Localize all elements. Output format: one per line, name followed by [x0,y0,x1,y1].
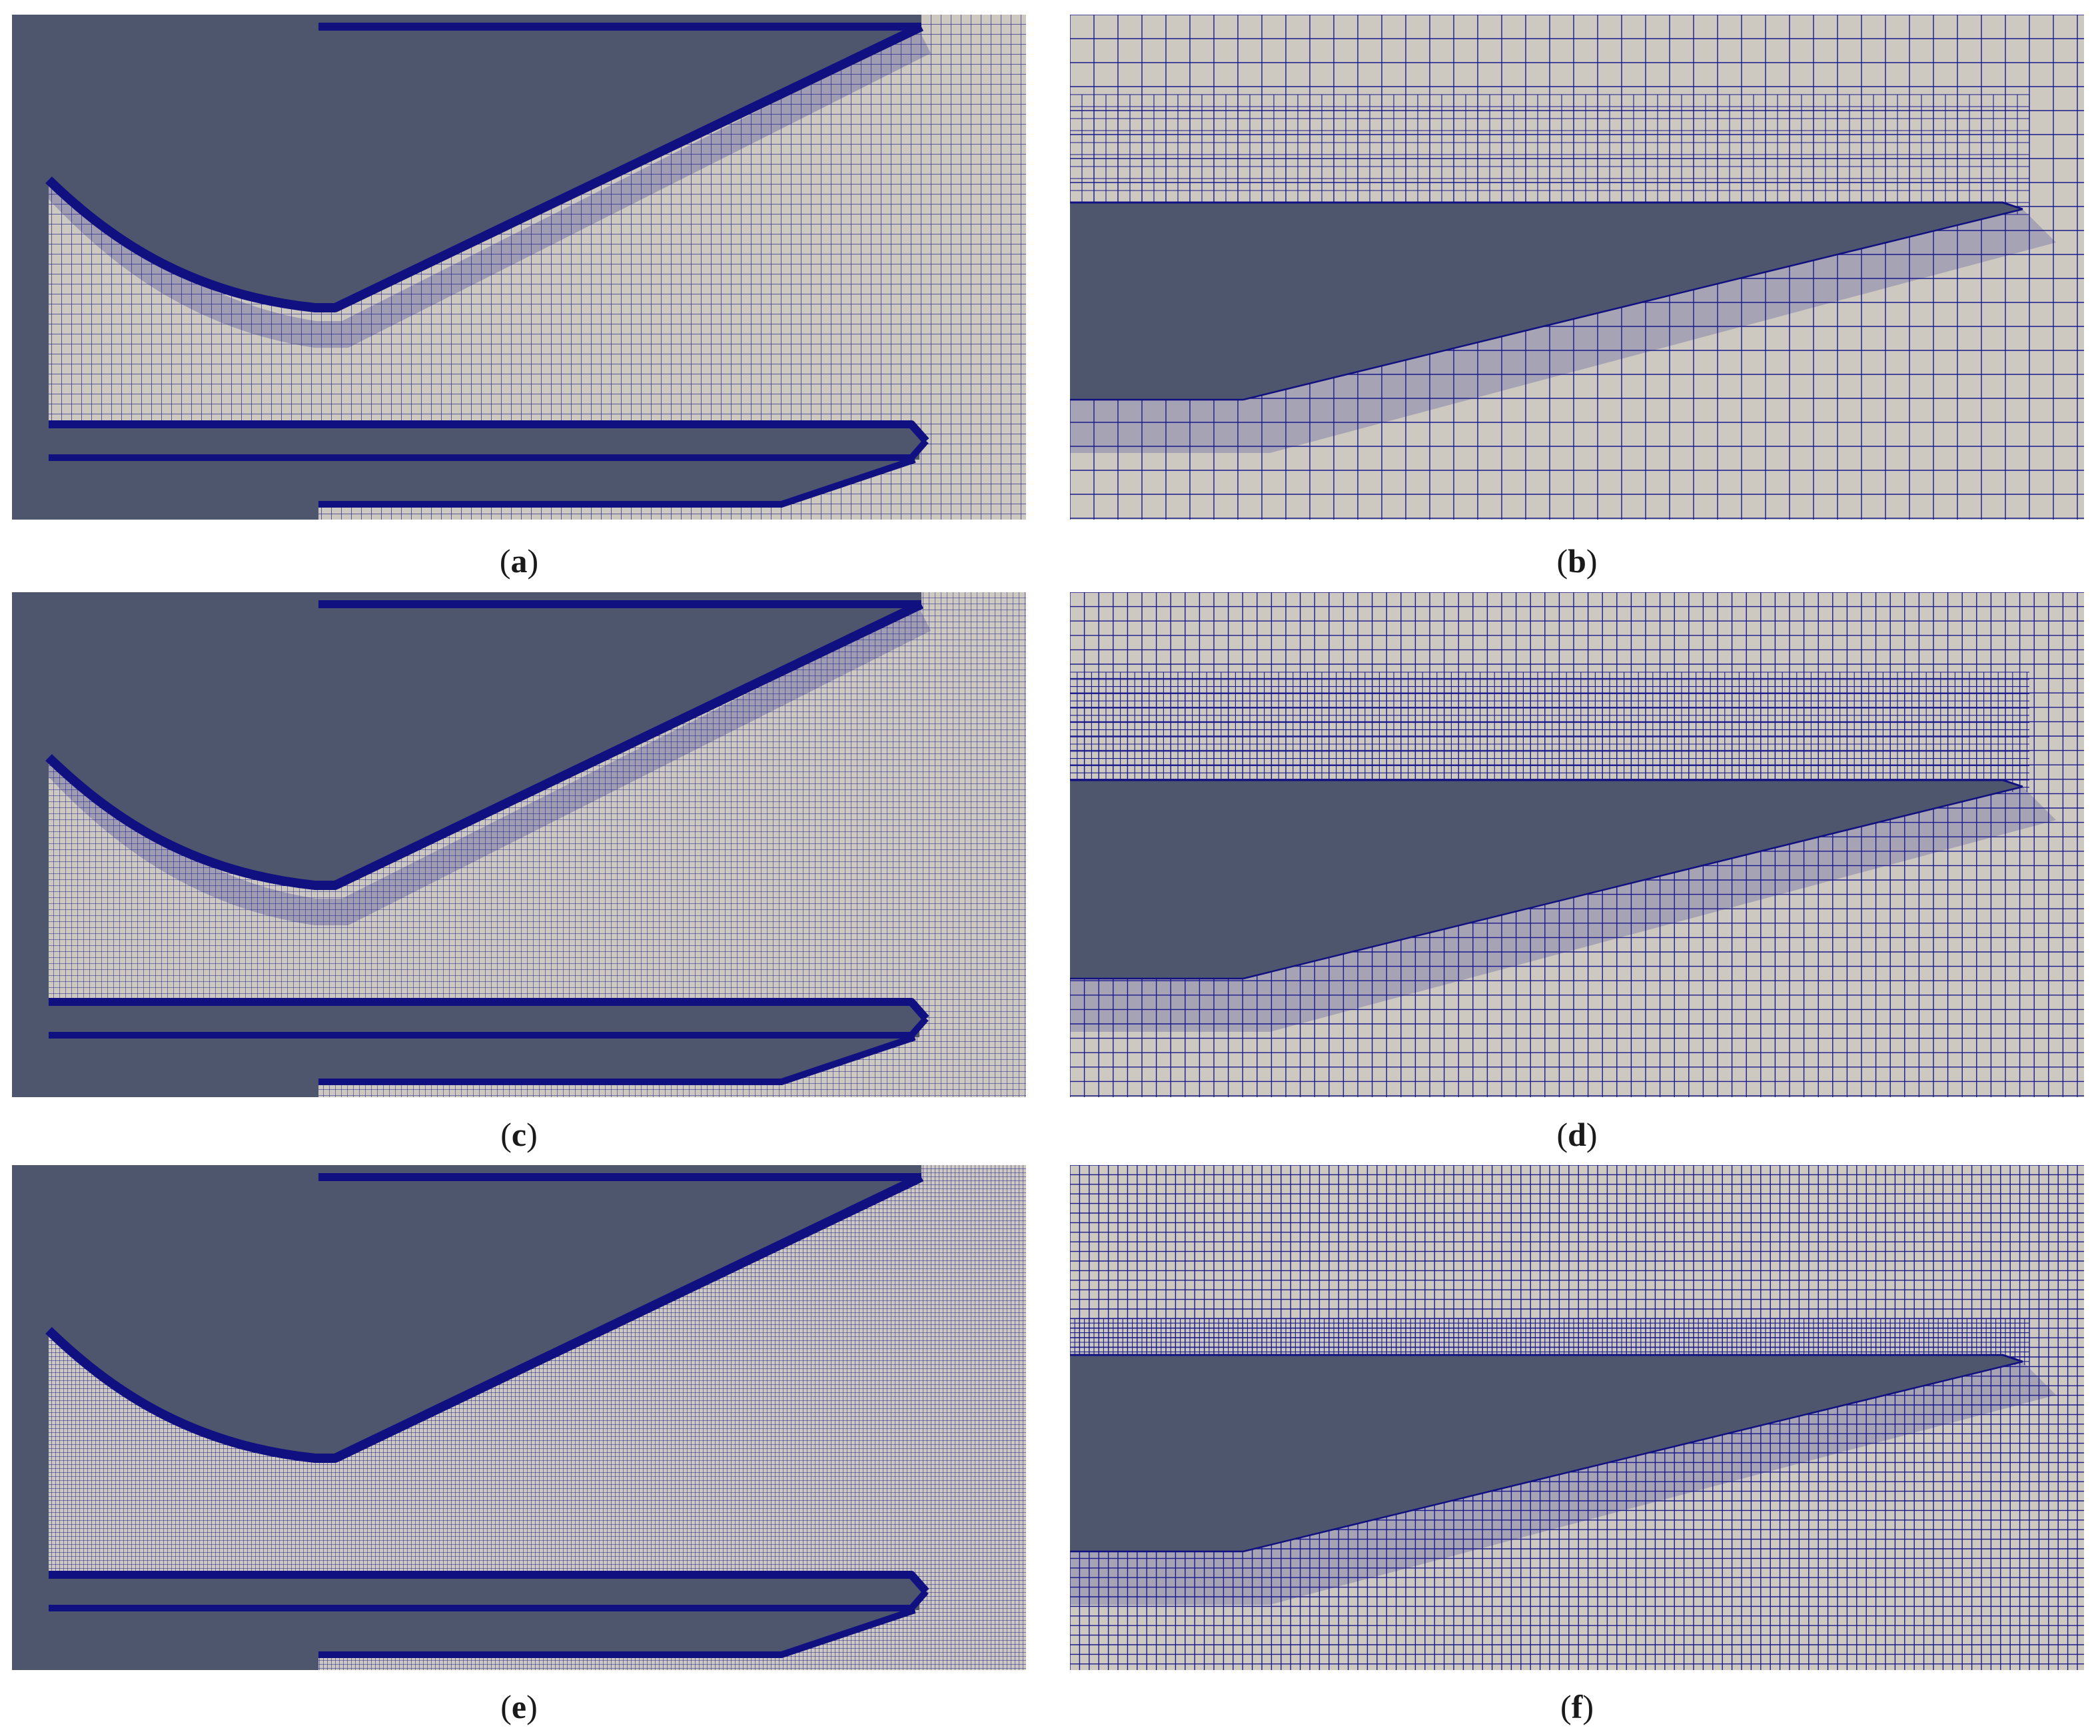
slope-refined-mesh [1070,787,2056,1032]
bl-lower-plate [318,1607,916,1658]
caption-c: (c) [500,1116,538,1153]
caption-d: (d) [1556,1116,1598,1153]
mesh-panel-d [1070,592,2084,1097]
fluid-mesh-region [49,1177,1026,1670]
caption-letter-b: b [1568,542,1586,580]
caption-b: (b) [1556,542,1598,580]
wedge-body [1070,203,2023,400]
mesh-panel-e [12,1165,1026,1670]
caption-letter-c: c [511,1116,527,1153]
mesh-panel-c [12,592,1026,1097]
outlet-mesh [919,15,1026,520]
bl-contour-upper [45,22,924,312]
fluid-mesh-region [49,27,1026,520]
refined-band-mesh [1070,1318,2030,1365]
mesh-panel-a [12,15,1026,520]
bl-lower-plate [318,1034,916,1085]
splitter-plate [12,1002,926,1097]
mesh-panel-b [1070,15,2084,520]
bl-contour-upper [45,1172,924,1463]
bl-wedge-top [1070,201,2023,211]
caption-letter-a: a [510,542,528,580]
splitter-plate [12,424,926,520]
caption-f: (f) [1560,1688,1594,1725]
slope-refined-mesh [1070,1362,2056,1605]
bl-wedge-slope [1243,208,2023,401]
bl-wedge-top [1070,1354,2023,1363]
caption-letter-f: f [1571,1688,1583,1725]
fluid-mesh-region [49,604,1026,1097]
refined-band-mesh [1070,671,2029,792]
bl-wedge-top [1070,779,2023,788]
outlet-mesh [919,592,1026,1097]
bl-splitter-top [49,420,929,444]
bl-lower-plate [318,456,916,508]
mesh-panel-f [1070,1165,2084,1670]
bl-contour-upper [45,600,924,890]
refined-band-mesh [1070,94,2030,215]
upper-body [12,592,921,999]
upper-body [12,1165,921,1571]
upper-body [12,15,921,421]
caption-e: (e) [500,1688,538,1725]
bl-wedge-slope [1243,785,2023,980]
wedge-body [1070,780,2023,979]
bl-wedge-slope [1243,1360,2023,1553]
bl-splitter-top [49,998,929,1021]
bl-splitter-top [49,1571,929,1594]
caption-letter-e: e [511,1688,527,1725]
splitter-plate [12,1575,926,1670]
wedge-body [1070,1355,2023,1551]
outlet-mesh [919,1165,1026,1670]
slope-refined-mesh [1070,209,2056,453]
caption-a: (a) [499,542,539,580]
caption-letter-d: d [1568,1116,1586,1153]
